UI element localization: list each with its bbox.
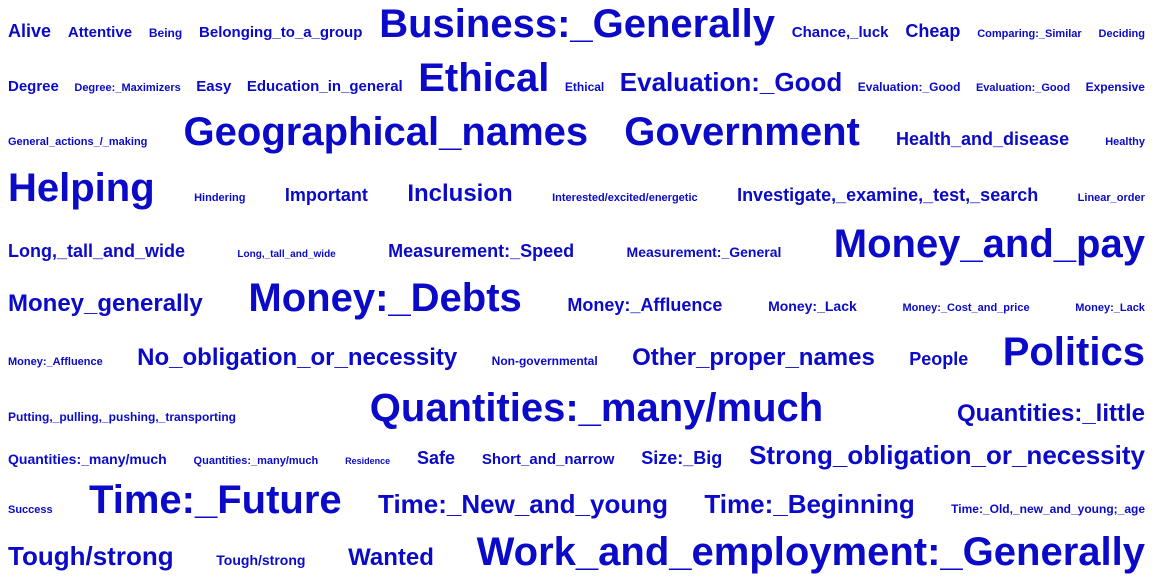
cloud-word: Success bbox=[8, 504, 53, 516]
cloud-word: Chance,_luck bbox=[791, 24, 889, 41]
cloud-word: No_obligation_or_necessity bbox=[137, 344, 458, 371]
cloud-word: Money:_Affluence bbox=[567, 295, 723, 315]
cloud-row: Helping Hindering Important Inclusion Intere… bbox=[8, 168, 1145, 214]
cloud-row: General_actions_/_making Geographical_nam… bbox=[8, 112, 1145, 158]
cloud-word: Quantities:_many/much bbox=[8, 451, 167, 467]
cloud-word: Important bbox=[284, 185, 368, 205]
cloud-row: Degree Degree:_Maximizers Easy Education_in… bbox=[8, 58, 1145, 104]
cloud-word: Size:_Big bbox=[641, 448, 723, 468]
cloud-word: Measurement:_Speed bbox=[388, 241, 575, 261]
cloud-word: Evaluation:_Good bbox=[975, 82, 1071, 94]
cloud-word: Work_and_employment:_Generally bbox=[476, 530, 1145, 574]
cloud-word: Other_proper_names bbox=[632, 344, 875, 371]
cloud-word: Putting,_pulling,_pushing,_transporting bbox=[8, 410, 236, 424]
cloud-word: Education_in_general bbox=[246, 78, 403, 95]
cloud-word: Money_and_pay bbox=[833, 222, 1145, 266]
cloud-word: Linear_order bbox=[1077, 192, 1145, 204]
cloud-word: Quantities:_little bbox=[956, 400, 1145, 427]
cloud-word: Money:_Affluence bbox=[8, 356, 103, 368]
cloud-word: Money:_Lack bbox=[1075, 302, 1145, 314]
cloud-word: Money:_Cost_and_price bbox=[902, 302, 1030, 314]
cloud-word: General_actions_/_making bbox=[8, 136, 148, 148]
cloud-word: Helping bbox=[8, 166, 155, 210]
cloud-word: Degree bbox=[8, 78, 59, 95]
cloud-word: Being bbox=[148, 26, 183, 40]
cloud-row: Money:_Affluence No_obligation_or_necessi… bbox=[8, 332, 1145, 378]
cloud-word: Attentive bbox=[67, 24, 133, 41]
cloud-word: Tough/strong bbox=[216, 552, 306, 568]
cloud-word: Comparing:_Similar bbox=[977, 28, 1082, 40]
cloud-word: Measurement:_General bbox=[626, 244, 782, 260]
cloud-word: Belonging_to_a_group bbox=[199, 24, 363, 41]
cloud-word: Long,_tall_and_wide bbox=[237, 249, 336, 260]
cloud-word: Evaluation:_Good bbox=[857, 80, 961, 94]
cloud-word: Evaluation:_Good bbox=[619, 67, 843, 97]
cloud-word: Business:_Generally bbox=[379, 2, 775, 46]
cloud-word: Geographical_names bbox=[183, 110, 589, 154]
cloud-word: Money:_Debts bbox=[248, 276, 522, 320]
cloud-word: Politics bbox=[1002, 330, 1145, 374]
cloud-word: Strong_obligation_or_necessity bbox=[749, 440, 1145, 470]
cloud-row: Success Time:_Future Time:_New_and_young Ti… bbox=[8, 480, 1145, 526]
cloud-word: Money_generally bbox=[8, 290, 203, 317]
cloud-word: Short_and_narrow bbox=[481, 451, 615, 468]
cloud-word: Healthy bbox=[1105, 136, 1145, 148]
cloud-word: Time:_New_and_young bbox=[378, 489, 668, 519]
cloud-word: Tough/strong bbox=[8, 541, 174, 571]
cloud-word: Health_and_disease bbox=[896, 129, 1070, 149]
cloud-word: Deciding bbox=[1098, 28, 1145, 40]
cloud-word: Time:_Beginning bbox=[704, 489, 915, 519]
cloud-row: Tough/strong Tough/strong Wanted Work_and_e… bbox=[8, 532, 1145, 578]
cloud-word: Inclusion bbox=[407, 180, 513, 207]
cloud-word: Wanted bbox=[348, 544, 434, 571]
cloud-word: Government bbox=[624, 110, 860, 154]
cloud-word: Non-governmental bbox=[491, 354, 598, 368]
cloud-row: Quantities:_many/much Quantities:_many/mu… bbox=[8, 442, 1145, 474]
cloud-word: Investigate,_examine,_test,_search bbox=[737, 185, 1039, 205]
cloud-word: Ethical bbox=[418, 56, 550, 100]
cloud-row: Long,_tall_and_wide Long,_tall_and_wide Me… bbox=[8, 224, 1145, 270]
cloud-row: Putting,_pulling,_pushing,_transporting Q… bbox=[8, 388, 1145, 434]
cloud-word: Hindering bbox=[194, 192, 246, 204]
cloud-word: Expensive bbox=[1085, 80, 1145, 94]
cloud-word: Quantities:_many/much bbox=[369, 386, 824, 430]
cloud-word: Residence bbox=[345, 456, 391, 466]
cloud-word: Alive bbox=[8, 21, 52, 41]
cloud-word: Cheap bbox=[905, 21, 961, 41]
cloud-word: Long,_tall_and_wide bbox=[8, 241, 186, 261]
cloud-word: Easy bbox=[196, 78, 232, 95]
cloud-word: Safe bbox=[416, 448, 455, 468]
cloud-row: Alive Attentive Being Belonging_to_a_group B… bbox=[8, 4, 1145, 50]
cloud-word: Interested/excited/energetic bbox=[552, 192, 698, 204]
cloud-word: Ethical bbox=[564, 80, 605, 94]
cloud-word: People bbox=[909, 349, 969, 369]
cloud-word: Money:_Lack bbox=[768, 298, 857, 314]
cloud-word: Quantities:_many/much bbox=[193, 455, 319, 467]
cloud-word: Time:_Future bbox=[89, 478, 342, 522]
cloud-row: Money_generally Money:_Debts Money:_Afflue… bbox=[8, 278, 1145, 324]
cloud-word: Degree:_Maximizers bbox=[74, 82, 181, 94]
cloud-word: Time:_Old,_new_and_young;_age bbox=[951, 502, 1145, 516]
